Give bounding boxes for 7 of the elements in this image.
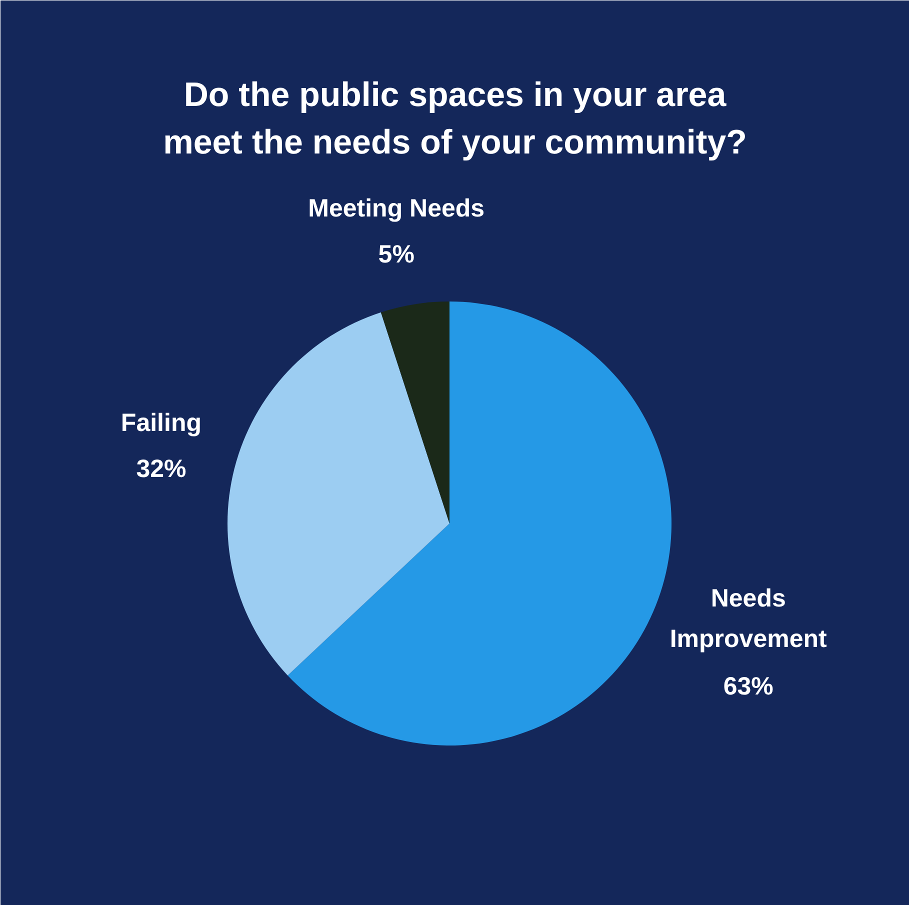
data-label: 63%: [723, 672, 774, 700]
data-label: 32%: [136, 455, 186, 484]
slice-label: Failing: [120, 409, 202, 438]
chart-title: Do the public spaces in your area meet the needs of your community?: [163, 76, 747, 162]
slice-label: Meeting Needs: [308, 194, 485, 222]
data-label: 5%: [378, 240, 414, 268]
slice-label: Needs Improvement: [670, 584, 828, 653]
